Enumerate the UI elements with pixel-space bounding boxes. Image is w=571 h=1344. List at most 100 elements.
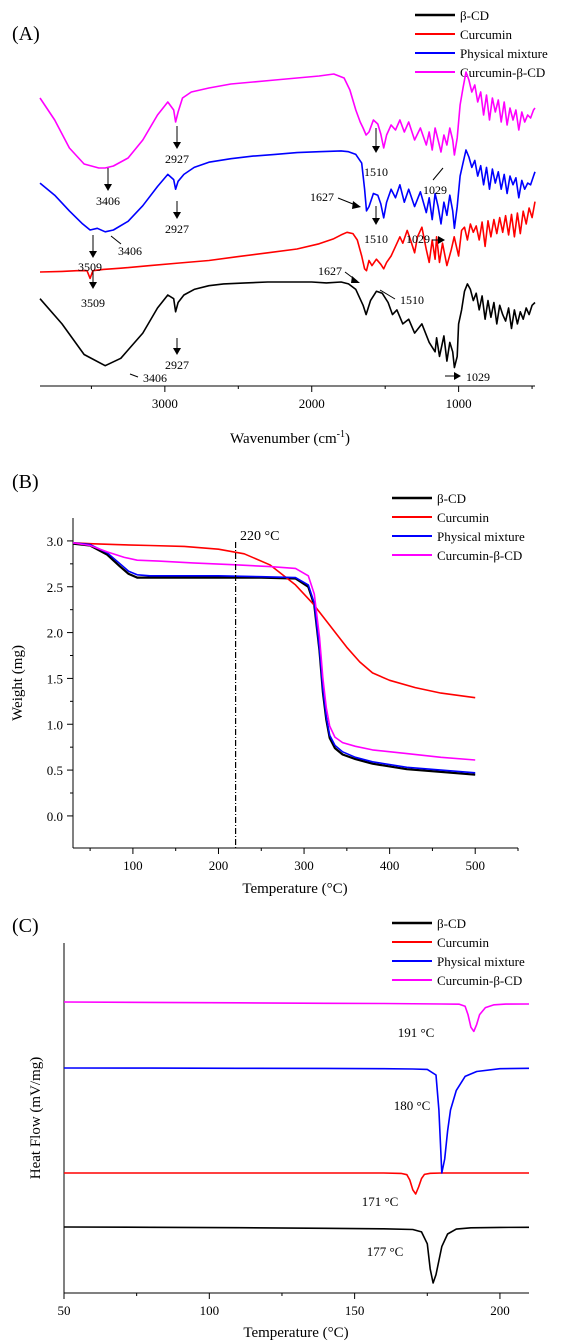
- panel-b-legend: β-CD Curcumin Physical mixture Curcumin-…: [392, 491, 525, 563]
- y-tick-label: 3.0: [47, 534, 63, 549]
- x-tick-label: 2000: [299, 396, 325, 411]
- annot-2927-b: 2927: [165, 222, 189, 236]
- legend-label-beta-cd: β-CD: [437, 491, 466, 506]
- panel-c-legend: β-CD Curcumin Physical mixture Curcumin-…: [392, 916, 525, 988]
- panel-b-label: (B): [12, 471, 39, 493]
- annot-arrow: [432, 167, 444, 181]
- panel-a-x-title-main: Wavenumber (cm: [230, 431, 337, 447]
- legend-label-curcumin-beta-cd: Curcumin-β-CD: [460, 65, 545, 80]
- panel-c-y-axis-title: Heat Flow (mV/mg): [28, 1057, 44, 1179]
- annot-arrowhead: [104, 184, 112, 191]
- ftir-line-physical-mixture: [39, 149, 536, 233]
- legend-label-curcumin: Curcumin: [460, 27, 512, 42]
- legend-label-physical-mixture: Physical mixture: [460, 46, 548, 61]
- legend-label-physical-mixture: Physical mixture: [437, 529, 525, 544]
- dsc-line-curcumin: [64, 1172, 529, 1195]
- annot-1510-b: 1510: [364, 232, 388, 246]
- x-tick-label: 300: [294, 858, 314, 873]
- panel-c-peak-labels: 191 °C 180 °C 171 °C 177 °C: [362, 1025, 435, 1259]
- tga-line-physical-mixture: [72, 542, 476, 774]
- annot-arrowhead: [173, 142, 181, 149]
- legend-label-curcumin-beta-cd: Curcumin-β-CD: [437, 973, 522, 988]
- annot-1627-c: 1627: [318, 264, 342, 278]
- annot-arrowhead: [438, 236, 445, 244]
- annot-2927-a: 2927: [165, 152, 189, 166]
- annot-3509-c: 3509: [81, 296, 105, 310]
- panel-c: (C) β-CD Curcumin Physical mixture Curcu…: [12, 915, 530, 1341]
- legend-label-curcumin: Curcumin: [437, 935, 489, 950]
- peak-label-curcumin: 171 °C: [362, 1194, 399, 1209]
- annot-arrowhead: [351, 276, 360, 283]
- panel-a-x-title-sup: -1: [337, 429, 345, 440]
- x-tick-label: 3000: [152, 396, 178, 411]
- annot-arrowhead: [454, 372, 461, 380]
- tga-line-curcumin-beta-cd: [72, 542, 476, 761]
- legend-label-curcumin: Curcumin: [437, 510, 489, 525]
- y-tick-label: 2.5: [47, 580, 63, 595]
- annot-3406-d: 3406: [143, 371, 167, 385]
- panel-b-x-axis-title: Temperature (°C): [242, 881, 347, 897]
- panel-a: (A) β-CD Curcumin Physical mixture Curcu…: [12, 8, 548, 447]
- dsc-line-beta-cd: [63, 1226, 530, 1284]
- annot-arrow: [379, 289, 396, 300]
- panel-b-vline-label: 220 °C: [240, 529, 279, 544]
- panel-b: (B) β-CD Curcumin Physical mixture Curcu…: [10, 471, 525, 897]
- peak-label-physical-mixture: 180 °C: [394, 1098, 431, 1113]
- panel-b-y-axis-title: Weight (mg): [10, 645, 26, 721]
- dsc-line-curcumin-beta-cd: [63, 1001, 530, 1033]
- panel-b-y-ticks: 0.0 0.5 1.0 1.5 2.0 2.5 3.0: [47, 534, 73, 824]
- annot-1627-b: 1627: [310, 190, 334, 204]
- annot-1029-b: 1029: [406, 232, 430, 246]
- panel-a-x-ticks: 3000 2000 1000: [90, 386, 533, 411]
- annot-1510-c: 1510: [400, 293, 424, 307]
- annot-1029-a: 1029: [423, 183, 447, 197]
- x-tick-label: 50: [58, 1303, 71, 1318]
- annot-arrow: [110, 235, 122, 245]
- x-tick-label: 500: [465, 858, 485, 873]
- annot-1029-d: 1029: [466, 370, 490, 384]
- annot-arrowhead: [89, 251, 97, 258]
- annot-arrowhead: [173, 348, 181, 355]
- annot-arrowhead: [372, 218, 380, 225]
- annot-3406-b: 3406: [118, 244, 142, 258]
- panel-a-x-title-end: ): [345, 431, 350, 447]
- tga-line-beta-cd: [72, 542, 476, 776]
- panel-b-x-ticks: 100 200 300 400 500: [89, 848, 519, 873]
- panel-c-x-ticks: 50 100 150 200: [58, 1293, 510, 1318]
- panel-a-label: (A): [12, 23, 40, 45]
- legend-label-curcumin-beta-cd: Curcumin-β-CD: [437, 548, 522, 563]
- panel-a-x-axis-title: Wavenumber (cm-1): [230, 429, 350, 447]
- y-tick-label: 0.0: [47, 809, 63, 824]
- legend-label-beta-cd: β-CD: [460, 8, 489, 23]
- panel-c-series: [63, 1001, 530, 1284]
- peak-label-beta-cd: 177 °C: [367, 1244, 404, 1259]
- x-tick-label: 1000: [446, 396, 472, 411]
- x-tick-label: 200: [209, 858, 229, 873]
- panel-a-annotations: 3406 2927 1510 1029 3406 3509 2927 1627 …: [78, 126, 490, 385]
- legend-label-physical-mixture: Physical mixture: [437, 954, 525, 969]
- annot-arrowhead: [372, 146, 380, 153]
- ftir-line-beta-cd: [39, 281, 536, 369]
- dsc-line-physical-mixture: [63, 1067, 530, 1174]
- peak-label-curcumin-beta-cd: 191 °C: [398, 1025, 435, 1040]
- y-tick-label: 1.0: [47, 717, 63, 732]
- panel-a-series: [39, 71, 536, 369]
- annot-arrowhead: [89, 282, 97, 289]
- ftir-line-curcumin: [39, 201, 536, 280]
- panel-b-series: [72, 542, 476, 776]
- legend-label-beta-cd: β-CD: [437, 916, 466, 931]
- tga-line-curcumin: [72, 542, 476, 699]
- annot-arrowhead: [352, 201, 361, 209]
- x-tick-label: 100: [200, 1303, 220, 1318]
- annot-arrow: [129, 373, 139, 378]
- annot-1510-a: 1510: [364, 165, 388, 179]
- x-tick-label: 400: [380, 858, 400, 873]
- panel-c-label: (C): [12, 915, 39, 937]
- panel-a-legend: β-CD Curcumin Physical mixture Curcumin-…: [415, 8, 548, 80]
- annot-3406-a: 3406: [96, 194, 120, 208]
- x-tick-label: 100: [123, 858, 143, 873]
- x-tick-label: 200: [490, 1303, 510, 1318]
- ftir-line-curcumin-beta-cd: [39, 71, 536, 169]
